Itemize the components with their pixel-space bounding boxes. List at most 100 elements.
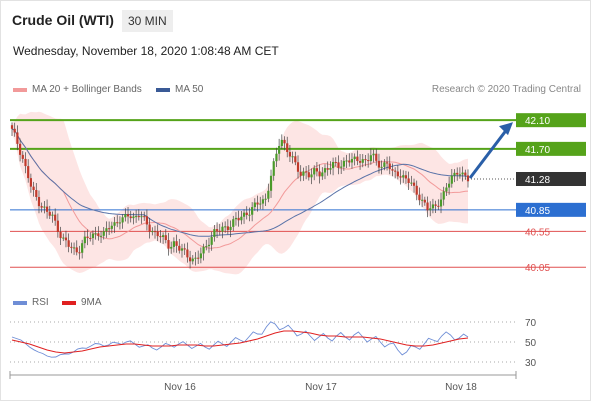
candle-body	[21, 154, 24, 159]
candle-body	[145, 216, 149, 225]
candle-body	[27, 166, 30, 179]
candle-body	[402, 175, 405, 178]
candle-body	[72, 247, 76, 249]
candle-body	[97, 233, 100, 236]
candle-body	[412, 182, 416, 186]
candle-body	[399, 176, 402, 178]
candle-body	[24, 158, 27, 167]
level-label-2: 41.28	[525, 175, 550, 186]
candle-body	[350, 159, 354, 163]
candle-body	[232, 219, 235, 227]
candle-body	[383, 162, 386, 167]
candle-body	[29, 178, 32, 187]
candle-body	[210, 236, 213, 245]
instrument-title: Crude Oil (WTI)	[12, 12, 114, 28]
candle-body	[162, 235, 165, 238]
candle-body	[323, 168, 327, 173]
candle-body	[299, 171, 302, 176]
candle-body	[283, 139, 286, 144]
rsi-tick-label-0: 70	[525, 318, 537, 329]
candle-body	[437, 205, 440, 207]
candle-body	[329, 168, 332, 170]
candle-body	[121, 217, 124, 223]
ma50-line	[11, 128, 469, 237]
candle-body	[51, 214, 54, 216]
candle-body	[75, 247, 78, 253]
legend-ma50-label: MA 50	[175, 84, 204, 95]
candle-body	[404, 175, 408, 179]
candle-body	[48, 211, 51, 216]
level-tag-0	[516, 113, 586, 128]
candle-body	[194, 257, 197, 259]
candle-body	[213, 229, 216, 237]
candle-body	[108, 228, 111, 230]
candle-body	[221, 226, 224, 232]
legend-rsi-ma-swatch	[62, 300, 76, 305]
candle-body	[388, 163, 391, 170]
candle-body	[140, 216, 143, 218]
candle-body	[170, 246, 173, 249]
candle-body	[372, 153, 375, 156]
candle-body	[318, 171, 321, 177]
candle-body	[261, 199, 265, 204]
candle-body	[178, 245, 181, 251]
candle-body	[445, 187, 448, 192]
candle-body	[102, 231, 105, 236]
candle-body	[464, 172, 467, 176]
candle-body	[226, 226, 229, 230]
candle-body	[45, 206, 49, 212]
candle-body	[410, 182, 413, 184]
candle-body	[450, 175, 453, 184]
candle-body	[151, 231, 154, 233]
candle-body	[167, 240, 170, 249]
bollinger-band	[12, 111, 468, 275]
candle-body	[256, 202, 259, 205]
candle-body	[421, 199, 424, 201]
level-tag-1	[516, 141, 586, 156]
candle-body	[415, 185, 418, 195]
candle-body	[234, 217, 238, 220]
candle-body	[334, 162, 337, 164]
candle-body	[43, 206, 46, 208]
candle-body	[375, 153, 378, 161]
candle-body	[321, 172, 324, 177]
candle-body	[278, 145, 281, 154]
candle-body	[353, 156, 356, 160]
x-tick-label-2: Nov 18	[445, 382, 477, 393]
candle-body	[380, 166, 383, 168]
candle-body	[240, 216, 243, 221]
candle-body	[426, 202, 429, 211]
projection-arrowhead	[499, 122, 513, 136]
timeframe-selector[interactable]: 30 MIN	[122, 10, 173, 32]
candle-body	[313, 168, 316, 175]
candle-body	[288, 152, 292, 157]
candle-body	[116, 222, 119, 224]
candle-body	[434, 204, 437, 206]
candle-body	[342, 160, 345, 167]
candle-body	[275, 153, 278, 162]
candle-body	[183, 248, 186, 250]
candle-body	[118, 222, 122, 224]
ma20-line	[11, 128, 469, 249]
candle-body	[296, 162, 300, 172]
candle-body	[83, 236, 86, 244]
legend-ma50: MA 50	[156, 84, 203, 95]
level-label-5: 40.05	[525, 263, 550, 274]
candle-body	[291, 156, 294, 158]
candle-body	[110, 225, 113, 229]
candle-body	[91, 233, 95, 239]
candle-body	[113, 222, 116, 226]
candle-body	[175, 241, 178, 246]
candle-body	[126, 214, 130, 217]
candle-body	[331, 162, 335, 169]
candle-body	[448, 183, 451, 188]
candle-body	[280, 139, 283, 146]
candle-body	[40, 206, 43, 208]
rsi-tick-label-2: 30	[525, 358, 537, 369]
level-tag-2	[516, 172, 586, 186]
candle-body	[294, 156, 297, 163]
candle-body	[248, 214, 251, 216]
candle-body	[429, 208, 432, 211]
